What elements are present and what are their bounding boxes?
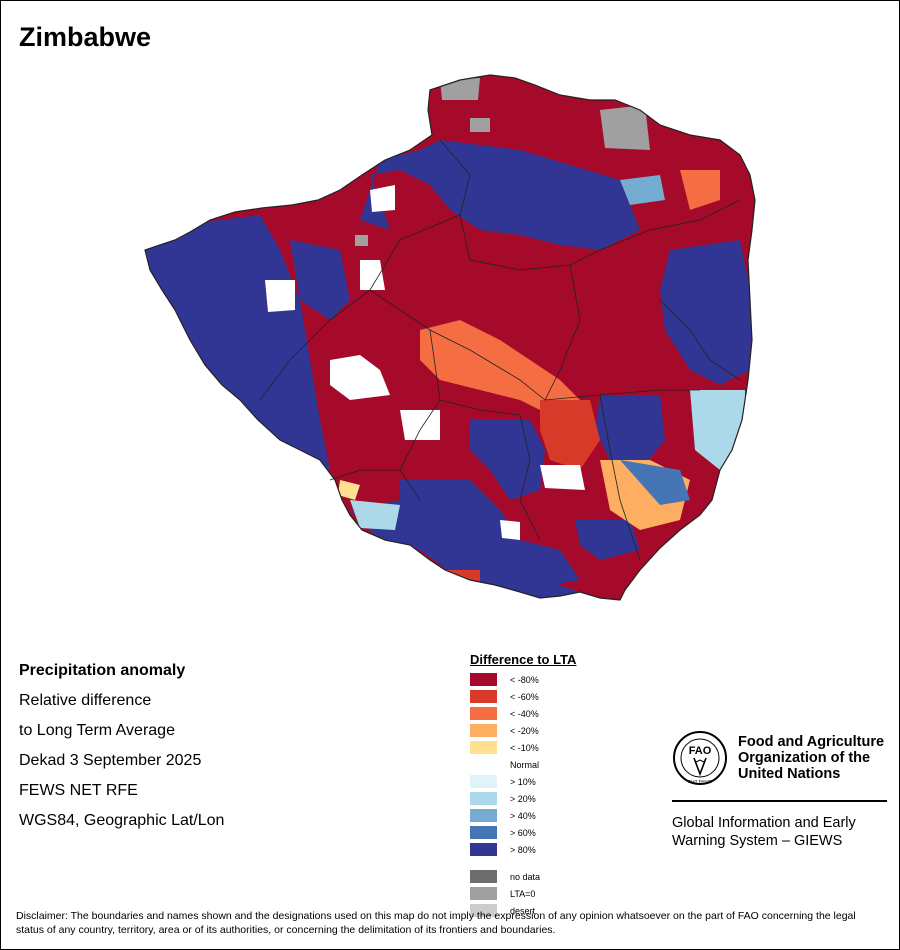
legend-swatch [470,775,497,788]
legend-label: > 10% [510,776,536,787]
legend-swatch [470,792,497,805]
legend-row: < -60% [470,688,576,705]
legend-swatch [470,724,497,737]
legend-swatch [470,690,497,703]
legend-swatch [470,826,497,839]
legend-swatch [470,707,497,720]
legend-row: > 80% [470,841,576,858]
legend-label: < -80% [510,674,539,685]
svg-text:FIAT PANIS: FIAT PANIS [688,779,712,784]
fao-divider [672,800,887,802]
legend-swatch [470,758,497,771]
legend-extra-swatch [470,870,497,883]
legend-row: < -80% [470,671,576,688]
fao-name-line-1: Food and Agriculture [738,734,885,750]
country-outline [144,74,756,601]
legend-title: Difference to LTA [470,652,577,667]
legend-extra-rows: no data LTA=0 desert [470,868,576,919]
legend-row: < -10% [470,739,576,756]
legend-label: Normal [510,759,540,770]
svg-text:FAO: FAO [689,745,712,757]
legend-extra-label: no data [510,871,541,882]
legend-label: < -60% [510,691,539,702]
info-line-2: Relative difference [19,692,152,709]
info-line-4: Dekad 3 September 2025 [19,752,202,769]
legend-extra-swatch [470,887,497,900]
giews-line-2: Warning System – GIEWS [672,833,843,849]
fao-name-line-2: Organization of the [738,750,871,766]
legend-extra-swatch [470,904,497,917]
legend-row: > 20% [470,790,576,807]
legend-row: > 60% [470,824,576,841]
info-line-1: Precipitation anomaly [19,662,186,679]
fao-name-line-3: United Nations [738,766,841,782]
legend-label: > 80% [510,844,536,855]
legend-label: < -10% [510,742,539,753]
legend-row: Normal [470,756,576,773]
legend-extra-row: LTA=0 [470,885,576,902]
legend-extra-label: LTA=0 [510,888,536,899]
info-line-6: WGS84, Geographic Lat/Lon [19,812,225,829]
fao-logo-icon: FAO FIAT PANIS [673,731,727,785]
legend-extra-label: desert [510,905,536,916]
map-title: Zimbabwe [19,22,152,52]
giews-line-1: Global Information and Early [672,815,856,831]
legend-row: > 40% [470,807,576,824]
legend-swatch [470,673,497,686]
legend-label: > 20% [510,793,536,804]
legend-label: > 40% [510,810,536,821]
legend: Difference to LTA < -80% < -60% < -40% < -2… [470,652,576,919]
legend-row: > 10% [470,773,576,790]
giews-name: Global Information and Early Warning Sys… [672,814,900,850]
fao-name: Food and Agriculture Organization of the… [738,734,900,782]
legend-swatch [470,809,497,822]
legend-label: < -40% [510,708,539,719]
info-line-3: to Long Term Average [19,722,175,739]
legend-swatch [470,741,497,754]
legend-row: < -20% [470,722,576,739]
zimbabwe-map [144,74,756,601]
legend-label: < -20% [510,725,539,736]
legend-extra-row: desert [470,902,576,919]
info-line-5: FEWS NET RFE [19,782,138,799]
legend-extra-row: no data [470,868,576,885]
map-info: Precipitation anomaly Relative differenc… [19,656,224,836]
legend-rows: < -80% < -60% < -40% < -20% < -10% Normal > 10… [470,671,576,858]
legend-swatch [470,843,497,856]
disclaimer: Disclaimer: The boundaries and names sho… [16,910,856,936]
province-boundaries [259,139,741,561]
legend-row: < -40% [470,705,576,722]
legend-label: > 60% [510,827,536,838]
